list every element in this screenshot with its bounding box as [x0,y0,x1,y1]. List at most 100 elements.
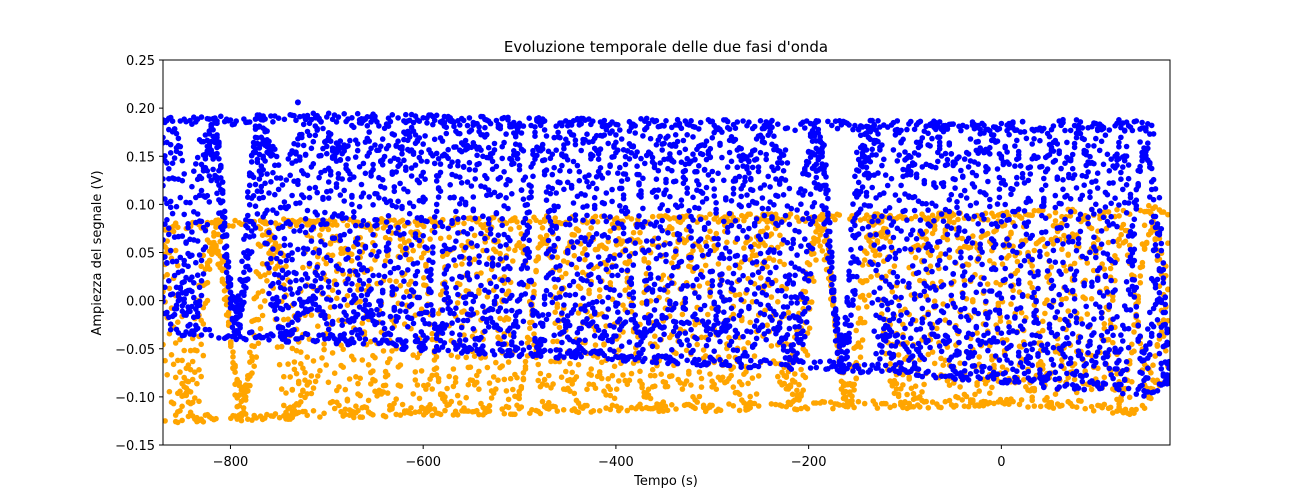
scatter-point [470,311,477,317]
scatter-point [499,222,506,229]
scatter-point [768,401,775,407]
scatter-point [175,224,181,231]
scatter-point [293,277,299,284]
scatter-point [526,224,532,231]
scatter-point [626,258,633,265]
scatter-point [218,162,224,169]
scatter-point [325,195,332,201]
scatter-point [468,346,475,353]
scatter-point [637,401,643,408]
scatter-point [567,388,573,395]
scatter-point [208,177,214,184]
scatter-point [416,408,423,415]
scatter-point [163,176,166,182]
scatter-point [501,139,507,146]
scatter-point [698,384,705,390]
scatter-point [166,231,172,238]
scatter-point [813,257,819,263]
scatter-point [321,410,327,417]
scatter-point [1014,267,1021,274]
scatter-point [424,158,430,165]
scatter-point [554,408,561,414]
scatter-point [362,297,369,304]
scatter-point [485,324,492,330]
scatter-point [487,231,494,237]
scatter-point [314,287,321,294]
scatter-point [480,213,486,219]
scatter-point [457,201,463,207]
scatter-point [374,222,380,228]
scatter-point [300,250,307,257]
scatter-point [177,143,184,150]
scatter-point [463,354,470,361]
scatter-point [919,389,925,395]
scatter-point [354,147,361,154]
scatter-point [416,395,423,402]
scatter-point [551,242,557,249]
scatter-point [995,300,1002,307]
scatter-point [484,261,490,268]
scatter-point [194,325,201,332]
scatter-point [1023,237,1029,244]
scatter-point [895,352,902,358]
scatter-point [429,412,436,419]
scatter-point [484,294,491,300]
scatter-point [696,369,703,375]
scatter-point [499,363,506,369]
scatter-point [204,297,211,304]
scatter-point [302,216,309,222]
scatter-point [262,272,268,278]
scatter-point [175,262,181,269]
scatter-point [295,409,302,416]
scatter-point [380,389,387,395]
scatter-point [275,162,282,168]
scatter-point [260,153,267,160]
scatter-point [431,214,438,220]
scatter-point [792,379,798,385]
scatter-point [355,282,361,289]
scatter-point [310,358,317,364]
scatter-point [200,321,207,327]
scatter-point [177,194,184,201]
scatter-point [883,400,889,407]
scatter-point [460,163,467,170]
scatter-point [559,310,565,316]
scatter-point [209,219,215,226]
scatter-point [189,252,195,259]
scatter-point [649,213,656,220]
scatter-point [168,352,175,358]
scatter-point [541,157,548,163]
scatter-point [514,155,521,162]
scatter-point [314,189,321,196]
scatter-point [300,264,306,271]
scatter-point [940,362,946,369]
scatter-point [518,130,525,136]
scatter-point [304,275,311,281]
scatter-point [557,167,563,174]
scatter-point [416,118,423,124]
scatter-point [1014,258,1021,265]
scatter-point [912,383,919,390]
scatter-point [1101,321,1108,327]
scatter-point [1107,265,1114,272]
scatter-point [520,262,527,269]
scatter-point [1105,239,1112,246]
scatter-point [341,331,348,337]
scatter-point [340,346,347,353]
scatter-point [383,219,390,225]
scatter-point [345,156,351,162]
scatter-point [872,252,879,259]
scatter-point [422,176,428,182]
scatter-point [453,238,459,244]
scatter-point [365,362,372,368]
scatter-point [1110,297,1116,304]
scatter-point [934,244,940,250]
scatter-point [1067,213,1074,219]
scatter-point [387,224,394,231]
scatter-point [431,223,438,230]
scatter-point [993,279,999,286]
scatter-point [196,367,202,373]
scatter-point [1110,339,1116,346]
scatter-point [416,242,423,249]
scatter-point [408,173,415,179]
